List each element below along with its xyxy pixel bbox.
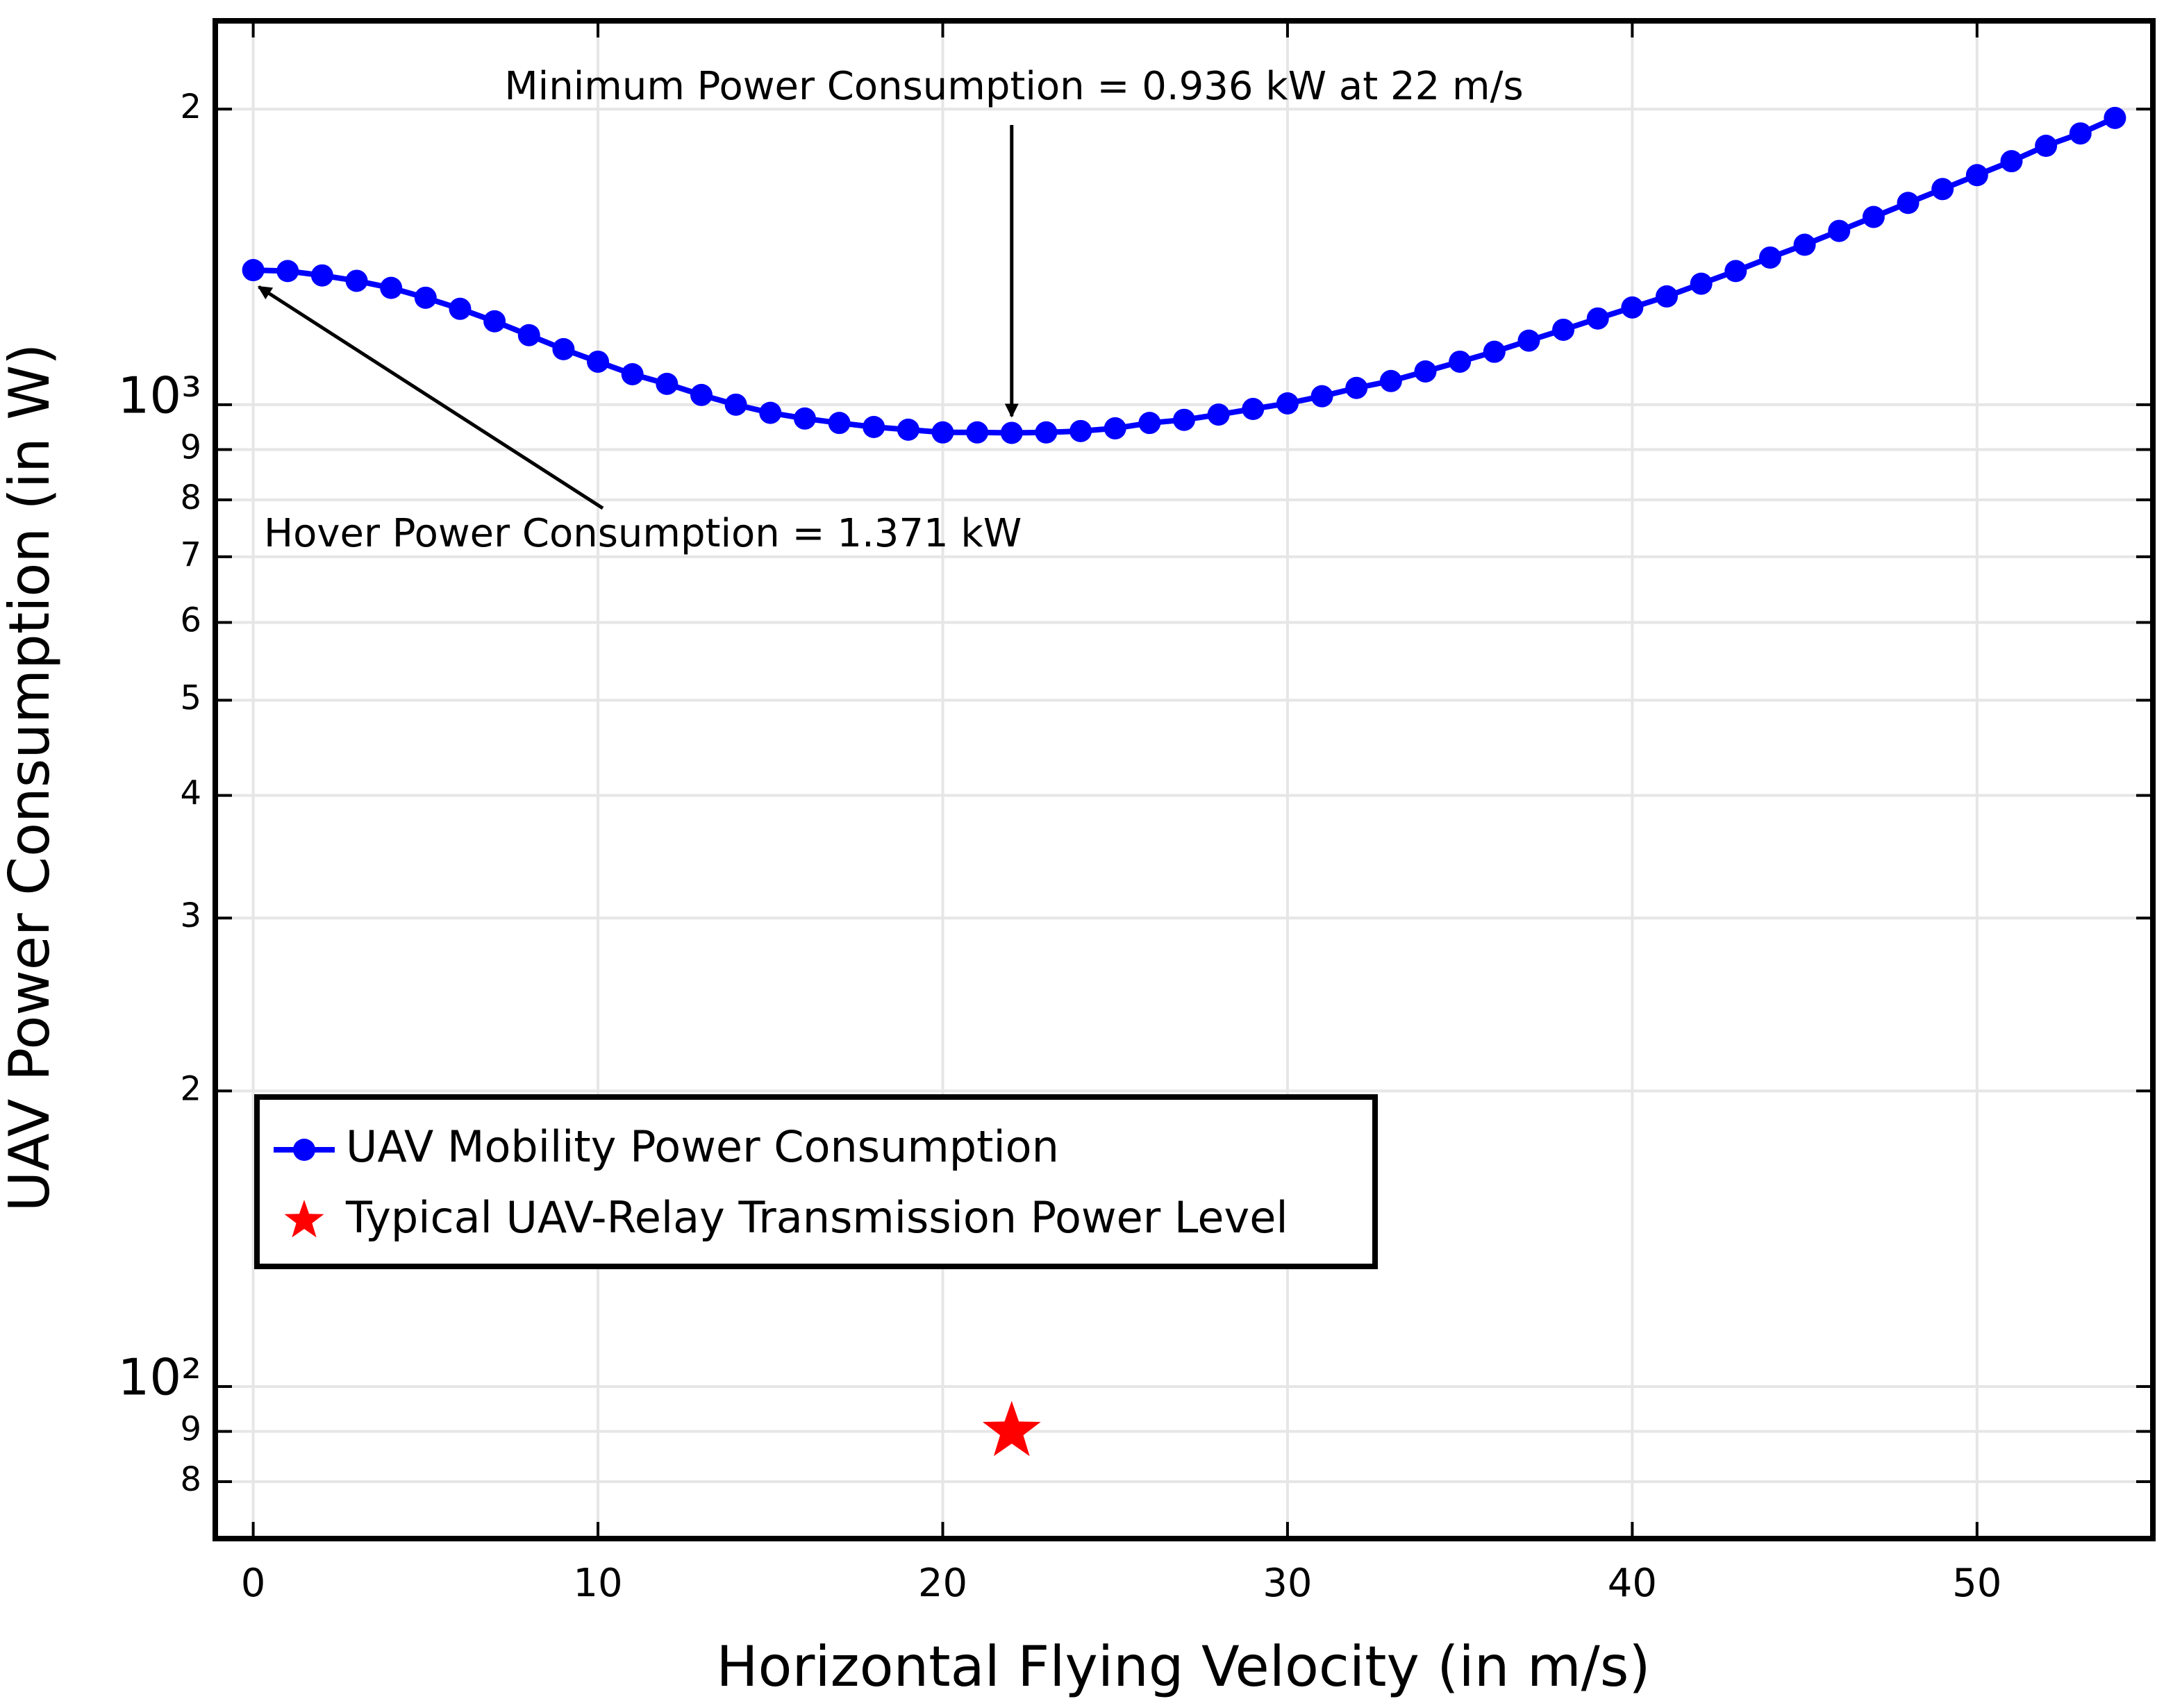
data-point bbox=[1862, 206, 1885, 228]
data-point bbox=[759, 401, 782, 424]
data-point bbox=[310, 264, 333, 287]
data-point bbox=[483, 310, 506, 333]
y-tick-label: 7 bbox=[180, 535, 201, 574]
data-point bbox=[414, 286, 437, 309]
legend-symbol bbox=[284, 1200, 324, 1238]
data-point bbox=[1276, 392, 1299, 415]
data-point bbox=[1758, 246, 1781, 269]
data-point bbox=[1345, 376, 1368, 399]
data-point bbox=[1000, 421, 1023, 444]
annotation: Minimum Power Consumption = 0.936 kW at … bbox=[504, 64, 1523, 109]
y-tick-label: 6 bbox=[180, 601, 201, 640]
data-point bbox=[449, 297, 472, 320]
data-point bbox=[690, 383, 713, 406]
data-point bbox=[2000, 150, 2023, 173]
x-tick-label: 50 bbox=[1952, 1561, 2001, 1606]
data-point bbox=[1828, 219, 1851, 242]
data-point bbox=[1379, 369, 1402, 392]
data-point bbox=[1069, 419, 1092, 442]
data-point bbox=[1138, 412, 1161, 435]
x-tick-label: 20 bbox=[918, 1561, 967, 1606]
data-point bbox=[656, 372, 678, 395]
data-point bbox=[1035, 421, 1058, 444]
data-point bbox=[1793, 233, 1816, 256]
data-point bbox=[1586, 307, 1609, 330]
data-point bbox=[724, 393, 747, 416]
data-point bbox=[1242, 398, 1265, 421]
y-tick-label: 4 bbox=[180, 774, 201, 813]
data-point bbox=[863, 415, 885, 438]
data-point bbox=[1449, 350, 1472, 373]
data-point bbox=[1483, 340, 1506, 363]
data-point bbox=[1724, 260, 1747, 283]
legend-label: Typical UAV-Relay Transmission Power Lev… bbox=[345, 1192, 1288, 1243]
data-point bbox=[966, 421, 989, 444]
data-point bbox=[587, 350, 610, 373]
data-line bbox=[253, 115, 2117, 436]
y-tick-label: 10³ bbox=[118, 366, 201, 424]
y-tick-label: 9 bbox=[180, 428, 201, 467]
data-point bbox=[1414, 360, 1437, 383]
annotation-arrow bbox=[257, 285, 604, 510]
data-point bbox=[345, 269, 368, 292]
x-tick-label: 30 bbox=[1263, 1561, 1312, 1606]
data-point bbox=[2035, 135, 2058, 158]
legend-label: UAV Mobility Power Consumption bbox=[346, 1121, 1059, 1172]
data-point bbox=[517, 324, 540, 346]
data-point bbox=[1656, 285, 1679, 308]
data-point bbox=[2069, 122, 2092, 145]
data-point bbox=[1931, 178, 1954, 201]
data-point bbox=[828, 412, 851, 435]
data-point bbox=[793, 407, 816, 430]
y-tick-label: 8 bbox=[180, 1460, 201, 1499]
x-tick-label: 40 bbox=[1608, 1561, 1657, 1606]
y-axis-label: UAV Power Consumption (in W) bbox=[0, 344, 62, 1212]
star-marker bbox=[982, 1400, 1041, 1457]
x-axis-label: Horizontal Flying Velocity (in m/s) bbox=[716, 1634, 1650, 1699]
data-point bbox=[1552, 318, 1575, 341]
data-point bbox=[552, 337, 575, 360]
data-point bbox=[1310, 385, 1333, 408]
data-point bbox=[1517, 329, 1540, 352]
y-tick-label: 3 bbox=[180, 896, 201, 935]
y-tick-label: 2 bbox=[180, 1069, 201, 1108]
plot-frame bbox=[213, 18, 2156, 1541]
data-point bbox=[1965, 164, 1988, 187]
data-point bbox=[1173, 408, 1195, 431]
y-tick-label: 9 bbox=[180, 1410, 201, 1449]
y-tick-label: 5 bbox=[180, 679, 201, 718]
data-point bbox=[380, 276, 403, 299]
data-point bbox=[1690, 272, 1713, 295]
data-point bbox=[276, 260, 299, 283]
data-point bbox=[242, 259, 265, 282]
annotation: Hover Power Consumption = 1.371 kW bbox=[264, 511, 1022, 556]
data-point bbox=[621, 362, 644, 385]
data-point bbox=[1897, 192, 1920, 215]
y-tick-label: 10² bbox=[118, 1348, 201, 1406]
x-tick-label: 0 bbox=[241, 1561, 266, 1606]
data-point bbox=[1621, 296, 1644, 319]
legend-symbol bbox=[293, 1139, 315, 1161]
data-point bbox=[1207, 403, 1230, 426]
x-tick-label: 10 bbox=[573, 1561, 622, 1606]
legend-box bbox=[254, 1094, 1378, 1269]
y-tick-label: 8 bbox=[180, 478, 201, 517]
data-point bbox=[1104, 417, 1126, 439]
y-tick-label: 2 bbox=[180, 87, 201, 126]
data-point bbox=[897, 418, 919, 441]
data-point bbox=[2104, 106, 2126, 129]
data-point bbox=[931, 421, 954, 444]
